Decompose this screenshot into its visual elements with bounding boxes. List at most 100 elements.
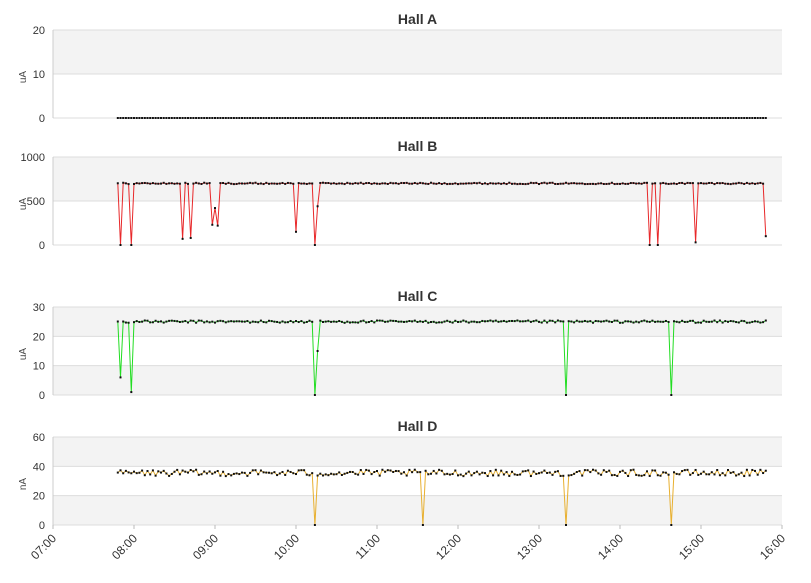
- data-point: [346, 471, 349, 474]
- data-point: [724, 182, 727, 185]
- data-point: [208, 321, 211, 324]
- data-point: [354, 182, 357, 185]
- data-point: [357, 473, 360, 476]
- data-point: [313, 117, 316, 119]
- data-point: [160, 117, 162, 119]
- data-point: [430, 472, 432, 475]
- data-point: [694, 241, 697, 244]
- data-point: [748, 321, 751, 324]
- data-point: [527, 117, 530, 119]
- data-point: [200, 319, 203, 322]
- data-point: [673, 320, 675, 323]
- data-point: [589, 117, 592, 119]
- data-point: [138, 471, 141, 474]
- data-point: [756, 473, 759, 476]
- data-point: [246, 320, 249, 323]
- data-point: [184, 117, 187, 119]
- data-point: [249, 117, 252, 119]
- data-point: [654, 469, 657, 472]
- data-point: [624, 117, 627, 119]
- data-point: [324, 117, 327, 119]
- data-point: [427, 117, 430, 119]
- data-point: [586, 117, 589, 119]
- data-point: [327, 182, 330, 185]
- data-point: [686, 468, 689, 471]
- data-point: [338, 117, 341, 119]
- data-point: [511, 470, 513, 473]
- data-point: [610, 117, 613, 119]
- data-point: [573, 472, 576, 475]
- data-point: [257, 117, 260, 119]
- y-tick-label: 0: [39, 240, 45, 252]
- data-point: [365, 321, 368, 324]
- data-point: [292, 472, 295, 475]
- data-point: [357, 321, 360, 324]
- data-point: [686, 117, 689, 119]
- data-point: [440, 469, 443, 472]
- data-point: [648, 117, 651, 119]
- data-point: [338, 182, 341, 185]
- data-point: [303, 117, 306, 119]
- data-point: [651, 117, 654, 119]
- data-point: [384, 320, 387, 323]
- data-point: [629, 320, 632, 323]
- data-point: [619, 117, 621, 119]
- data-point: [567, 320, 570, 323]
- data-point: [440, 321, 443, 324]
- data-point: [737, 181, 740, 184]
- data-point: [308, 319, 311, 322]
- data-point: [737, 117, 740, 119]
- data-point: [516, 473, 519, 476]
- data-point: [562, 320, 565, 323]
- data-point: [538, 472, 540, 475]
- data-point: [189, 236, 192, 239]
- data-point: [305, 473, 308, 476]
- data-point: [195, 181, 198, 184]
- data-point: [162, 321, 165, 324]
- y-axis-label: uA: [18, 198, 29, 211]
- data-point: [227, 320, 230, 323]
- data-point: [178, 473, 181, 476]
- data-point: [308, 117, 311, 119]
- data-point: [594, 469, 597, 472]
- data-point: [616, 319, 619, 322]
- data-point: [759, 181, 762, 184]
- data-point: [116, 471, 119, 474]
- data-point: [265, 471, 268, 474]
- data-point: [670, 117, 673, 119]
- data-point: [473, 181, 476, 184]
- data-point: [232, 320, 235, 323]
- data-point: [735, 321, 738, 324]
- data-point: [527, 182, 530, 185]
- data-point: [351, 321, 354, 324]
- data-point: [559, 117, 562, 119]
- data-point: [211, 472, 214, 475]
- data-point: [691, 117, 694, 119]
- data-point: [573, 182, 576, 185]
- data-point: [713, 473, 716, 476]
- data-point: [195, 117, 198, 119]
- data-point: [678, 117, 681, 119]
- data-point: [168, 117, 171, 119]
- data-point: [446, 117, 449, 119]
- data-point: [311, 117, 314, 119]
- data-point: [619, 470, 621, 473]
- data-point: [535, 117, 538, 119]
- data-point: [632, 321, 635, 324]
- data-point: [727, 117, 729, 119]
- data-point: [635, 320, 638, 323]
- data-point: [697, 182, 700, 185]
- data-point: [627, 117, 630, 119]
- data-point: [346, 181, 349, 184]
- data-point: [451, 473, 454, 476]
- data-point: [427, 321, 430, 324]
- data-point: [754, 320, 756, 323]
- data-point: [619, 182, 621, 185]
- data-point: [678, 182, 681, 185]
- data-point: [659, 474, 662, 477]
- data-point: [621, 321, 624, 324]
- data-point: [454, 469, 457, 472]
- data-point: [548, 181, 551, 184]
- x-tick-label: 14:00: [595, 531, 626, 562]
- data-point: [637, 117, 640, 119]
